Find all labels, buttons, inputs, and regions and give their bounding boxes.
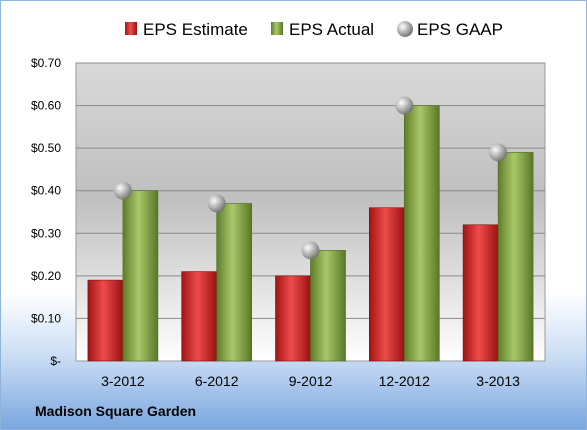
bar-eps-estimate (87, 279, 124, 362)
legend-label: EPS GAAP (417, 20, 503, 39)
y-tick-label: $0.10 (31, 311, 61, 325)
bar-eps-estimate (368, 207, 405, 362)
bar-eps-estimate (275, 275, 311, 362)
bars (87, 105, 534, 362)
legend-swatch (271, 22, 283, 35)
x-tick-label: 6-2012 (195, 373, 239, 389)
gaap-markers (113, 96, 508, 260)
y-tick-label: $0.60 (31, 99, 61, 113)
company-name: Madison Square Garden (35, 403, 197, 419)
marker-eps-gaap (113, 181, 132, 200)
legend-swatch (125, 22, 137, 35)
y-axis-tick-labels: $- $0.10 $0.20 $0.30 $0.40 $0.50 $0.60 $0.70 (31, 56, 61, 368)
y-tick-label: $0.70 (31, 56, 61, 70)
bar-eps-actual (497, 152, 534, 362)
bar-eps-actual (122, 190, 159, 362)
x-tick-label: 12-2012 (379, 373, 431, 389)
x-tick-label: 3-2013 (476, 373, 520, 389)
legend-swatch (397, 21, 413, 37)
marker-eps-gaap (489, 143, 508, 162)
marker-eps-gaap (301, 241, 320, 260)
y-tick-label: $0.40 (31, 184, 61, 198)
bar-eps-actual (403, 105, 440, 362)
legend-label: EPS Actual (289, 20, 374, 39)
y-tick-label: $- (50, 354, 61, 368)
marker-eps-gaap (395, 96, 414, 115)
x-tick-label: 9-2012 (289, 373, 333, 389)
legend: EPS Estimate EPS Actual EPS GAAP (125, 20, 503, 39)
y-tick-label: $0.20 (31, 269, 61, 283)
x-tick-label: 3-2012 (101, 373, 145, 389)
y-tick-label: $0.50 (31, 141, 61, 155)
bar-eps-estimate (462, 224, 499, 362)
bar-eps-actual (310, 250, 346, 362)
x-axis-tick-labels: 3-2012 6-2012 9-2012 12-2012 3-2013 (101, 373, 520, 389)
bar-eps-actual (216, 203, 252, 362)
marker-eps-gaap (207, 194, 226, 213)
bar-eps-estimate (181, 271, 217, 362)
y-tick-label: $0.30 (31, 226, 61, 240)
legend-label: EPS Estimate (143, 20, 248, 39)
